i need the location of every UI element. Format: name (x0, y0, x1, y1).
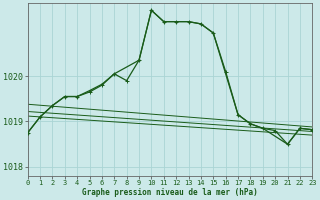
X-axis label: Graphe pression niveau de la mer (hPa): Graphe pression niveau de la mer (hPa) (82, 188, 258, 197)
